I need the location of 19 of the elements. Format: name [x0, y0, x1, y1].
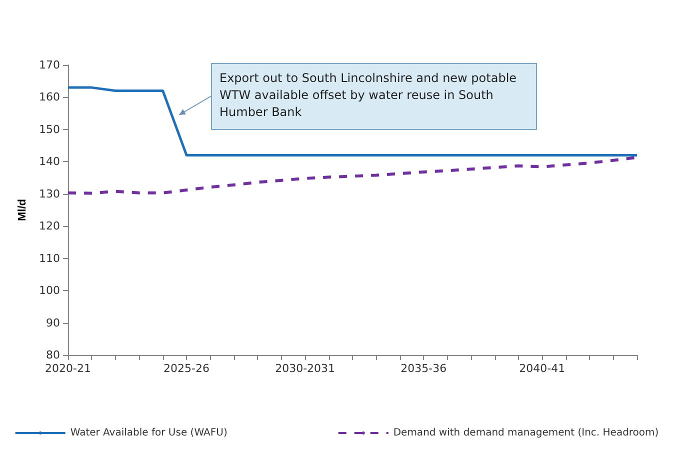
y-tick-label: 80: [46, 348, 60, 362]
y-tick-label: 140: [39, 155, 60, 168]
y-tick-label: 90: [46, 316, 60, 330]
x-tick-label: 2025-26: [164, 362, 210, 375]
annotation: Export out to South Lincolnshire and new potable WTW available offset by water reuse in South Humber Bank: [220, 71, 517, 119]
legend-label: Water Available for Use (WAFU): [70, 428, 228, 438]
y-axis-title: Ml/d: [16, 199, 29, 221]
x-tick-label: 2040-41: [519, 362, 566, 375]
y-tick-label: 160: [39, 90, 60, 104]
y-tick-label: 170: [39, 58, 60, 72]
y-tick-label: 130: [39, 187, 60, 200]
y-tick-label: 110: [39, 252, 60, 265]
x-tick-label: 2035-36: [400, 362, 447, 375]
y-tick-label: 120: [39, 220, 60, 233]
y-tick-label: 150: [39, 122, 60, 136]
legend-label: Demand with demand management (Inc. Headroom): [393, 428, 659, 438]
x-tick-label: 2020-21: [45, 362, 91, 375]
y-tick-label: 100: [39, 284, 60, 298]
x-tick-label: 2030-2031: [275, 362, 336, 375]
